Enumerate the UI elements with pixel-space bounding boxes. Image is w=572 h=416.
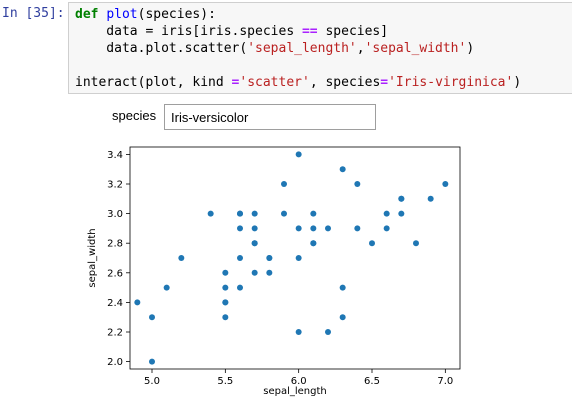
x-tick-label: 7.0 — [437, 376, 453, 387]
scatter-point — [149, 358, 155, 365]
scatter-point — [310, 210, 317, 217]
scatter-point — [354, 225, 361, 232]
scatter-point — [295, 329, 302, 335]
scatter-point — [354, 181, 361, 187]
species-label: species — [112, 108, 157, 123]
scatter-point — [207, 210, 214, 217]
x-axis-label: sepal_length — [263, 386, 327, 397]
scatter-point — [295, 225, 302, 232]
scatter-point — [222, 299, 229, 306]
scatter-point — [251, 210, 258, 217]
scatter-point — [295, 255, 302, 261]
scatter-point — [134, 299, 141, 306]
scatter-point — [222, 314, 229, 321]
code-editor[interactable]: def plot(species): data = iris[iris.spec… — [75, 6, 521, 91]
x-tick-label: 5.5 — [217, 376, 233, 387]
scatter-point — [237, 210, 243, 217]
scatter-plot: 5.0 5.5 6.0 6.5 7.0 2.0 2.2 2.4 2.6 2.8 3.0 3.2 3.4… — [87, 146, 461, 397]
scatter-point — [398, 210, 405, 217]
scatter-point — [325, 225, 331, 232]
scatter-point — [427, 195, 434, 202]
scatter-point — [266, 255, 273, 261]
x-tick-label: 6.0 — [291, 376, 307, 387]
y-tick-label: 2.8 — [107, 239, 123, 250]
scatter-point — [178, 255, 185, 261]
scatter-point — [339, 314, 346, 321]
cell-prompt: In [35]: — [2, 6, 65, 21]
y-tick-label: 2.4 — [107, 298, 123, 309]
scatter-point — [251, 269, 258, 276]
code-line-5: interact(plot, kind ='scatter', species=… — [75, 75, 522, 90]
scatter-point — [398, 195, 405, 202]
scatter-point — [310, 225, 317, 232]
scatter-point — [442, 181, 449, 187]
scatter-point — [237, 284, 243, 291]
code-cell[interactable]: def plot(species): data = iris[iris.spec… — [68, 2, 572, 94]
scatter-point — [281, 210, 287, 217]
scatter-point — [295, 151, 302, 158]
species-input[interactable] — [164, 104, 376, 130]
plot-frame — [129, 146, 461, 370]
scatter-point — [149, 314, 155, 321]
y-tick-label: 2.0 — [107, 357, 123, 368]
y-axis-label: sepal_width — [87, 228, 98, 287]
scatter-point — [163, 284, 170, 291]
scatter-point — [281, 181, 287, 187]
scatter-point — [339, 284, 346, 291]
y-tick-label: 3.4 — [107, 150, 123, 161]
code-line-3: data.plot.scatter('sepal_length','sepal_… — [75, 41, 475, 56]
code-line-1: def plot(species): — [75, 7, 216, 22]
scatter-point — [369, 240, 375, 247]
scatter-point — [251, 225, 258, 232]
y-tick-label: 3.2 — [107, 180, 123, 191]
scatter-point — [251, 240, 258, 247]
x-tick-label: 5.0 — [144, 376, 160, 387]
y-tick-label: 3.0 — [107, 209, 123, 220]
scatter-point — [339, 166, 346, 173]
x-tick-label: 6.5 — [364, 376, 380, 387]
code-line-2: data = iris[iris.species == species] — [75, 24, 389, 39]
scatter-point — [222, 269, 229, 276]
scatter-point — [383, 225, 390, 232]
scatter-point — [383, 210, 390, 217]
scatter-point — [413, 240, 419, 247]
y-tick-label: 2.6 — [107, 268, 123, 279]
scatter-point — [222, 284, 229, 291]
scatter-point — [310, 240, 317, 247]
y-tick-label: 2.2 — [107, 328, 123, 339]
scatter-point — [266, 269, 273, 276]
scatter-point — [325, 329, 331, 335]
scatter-point — [237, 225, 243, 232]
scatter-point — [237, 255, 243, 261]
